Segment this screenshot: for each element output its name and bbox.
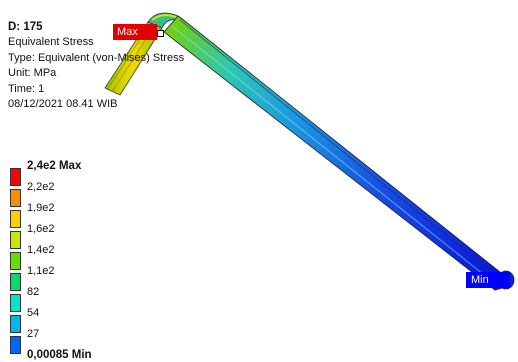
legend-label: 2,2e2 — [27, 181, 55, 193]
legend-swatch — [10, 294, 21, 312]
min-probe-label[interactable]: Min — [466, 272, 510, 288]
legend-swatch — [10, 210, 21, 228]
legend-swatch — [10, 315, 21, 333]
result-name: Equivalent Stress — [8, 36, 94, 49]
result-time: Time: 1 — [8, 82, 45, 95]
legend-swatch — [10, 231, 21, 249]
legend-label: 82 — [27, 286, 40, 298]
legend-label: 1,9e2 — [27, 202, 55, 214]
result-title: D: 175 — [8, 21, 43, 33]
legend-label: 1,1e2 — [27, 265, 55, 277]
stress-legend[interactable]: 2,4e2 Max 2,2e2 1,9e2 1,6e2 1,4e2 1,1e2 82 54 27… — [8, 160, 138, 361]
legend-label: 27 — [27, 328, 40, 340]
max-probe-label[interactable]: Max — [113, 24, 157, 40]
pipe-long-leg — [163, 15, 511, 291]
legend-swatch — [10, 168, 21, 186]
legend-label: 54 — [27, 307, 40, 319]
result-type: Type: Equivalent (von-Mises) Stress — [8, 51, 185, 64]
legend-swatch — [10, 252, 21, 270]
legend-label: 0,00085 Min — [27, 349, 92, 361]
legend-swatch — [10, 189, 21, 207]
result-info-panel: D: 175 Equivalent Stress Type: Equivalen… — [8, 20, 184, 112]
legend-label: 2,4e2 Max — [27, 160, 82, 172]
legend-label: 1,6e2 — [27, 223, 55, 235]
legend-label: 1,4e2 — [27, 244, 55, 256]
max-probe-marker — [157, 30, 164, 37]
legend-swatch — [10, 336, 21, 354]
legend-swatch — [10, 273, 21, 291]
result-date: 08/12/2021 08.41 WIB — [8, 98, 118, 111]
result-unit: Unit: MPa — [8, 67, 57, 80]
